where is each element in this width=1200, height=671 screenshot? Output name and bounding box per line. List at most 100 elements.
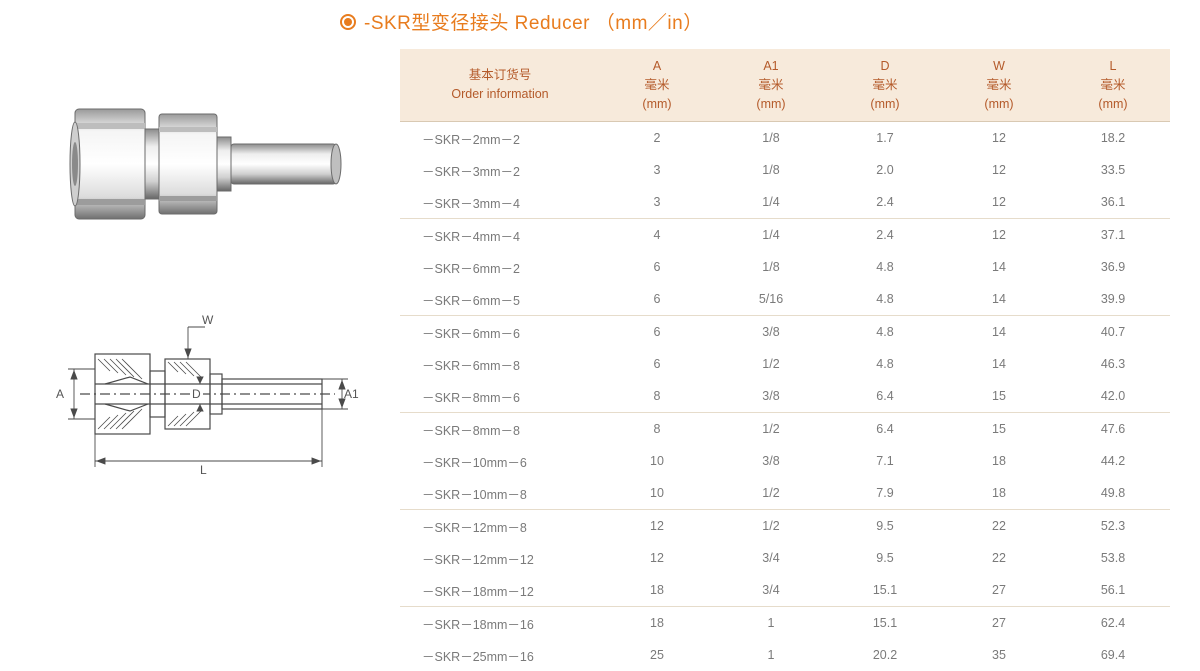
col-header-A1: A1毫米(mm) <box>714 49 828 122</box>
cell-value: 18 <box>600 574 714 607</box>
cell-value: 2.4 <box>828 219 942 252</box>
table-row: －SKR－8mm－683/86.41542.0 <box>400 380 1170 413</box>
table-row: －SKR－6mm－565/164.81439.9 <box>400 283 1170 316</box>
cell-value: 5/16 <box>714 283 828 316</box>
cell-value: 3/4 <box>714 574 828 607</box>
cell-value: 14 <box>942 251 1056 283</box>
table-row: －SKR－6mm－861/24.81446.3 <box>400 348 1170 380</box>
cell-value: 27 <box>942 607 1056 640</box>
spec-table-wrap: 基本订货号Order informationA毫米(mm)A1毫米(mm)D毫米… <box>400 49 1170 671</box>
cell-value: 12 <box>600 542 714 574</box>
table-row: －SKR－18mm－12183/415.12756.1 <box>400 574 1170 607</box>
cell-value: 6 <box>600 283 714 316</box>
cell-value: 6 <box>600 251 714 283</box>
cell-value: 9.5 <box>828 542 942 574</box>
cell-value: 12 <box>942 154 1056 186</box>
cell-order: －SKR－8mm－8 <box>400 413 600 446</box>
content-row: W A D A1 L 基本订货号Order informationA毫米(mm)… <box>0 49 1200 671</box>
cell-value: 53.8 <box>1056 542 1170 574</box>
cell-value: 2.4 <box>828 186 942 219</box>
cell-value: 4.8 <box>828 283 942 316</box>
cell-order: －SKR－25mm－16 <box>400 639 600 671</box>
cell-value: 35 <box>942 639 1056 671</box>
cell-value: 20.2 <box>828 639 942 671</box>
table-row: －SKR－12mm－12123/49.52253.8 <box>400 542 1170 574</box>
cell-order: －SKR－10mm－8 <box>400 477 600 510</box>
cell-value: 10 <box>600 445 714 477</box>
spec-table-head: 基本订货号Order informationA毫米(mm)A1毫米(mm)D毫米… <box>400 49 1170 122</box>
cell-value: 42.0 <box>1056 380 1170 413</box>
cell-value: 4.8 <box>828 348 942 380</box>
cell-value: 8 <box>600 380 714 413</box>
dim-label-a1: A1 <box>344 387 359 401</box>
cell-value: 22 <box>942 510 1056 543</box>
cell-value: 6 <box>600 316 714 349</box>
cell-order: －SKR－2mm－2 <box>400 122 600 155</box>
cell-order: －SKR－18mm－12 <box>400 574 600 607</box>
cell-value: 1 <box>714 607 828 640</box>
cell-value: 4 <box>600 219 714 252</box>
cell-order: －SKR－6mm－5 <box>400 283 600 316</box>
cell-value: 3/4 <box>714 542 828 574</box>
cell-value: 6.4 <box>828 413 942 446</box>
technical-drawing: W A D A1 L <box>50 299 360 489</box>
table-row: －SKR－6mm－261/84.81436.9 <box>400 251 1170 283</box>
cell-value: 7.1 <box>828 445 942 477</box>
cell-value: 12 <box>942 219 1056 252</box>
table-row: －SKR－25mm－1625120.23569.4 <box>400 639 1170 671</box>
col-header-A: A毫米(mm) <box>600 49 714 122</box>
cell-value: 1/4 <box>714 219 828 252</box>
table-row: －SKR－10mm－8101/27.91849.8 <box>400 477 1170 510</box>
cell-value: 14 <box>942 283 1056 316</box>
cell-value: 1/2 <box>714 348 828 380</box>
cell-order: －SKR－3mm－4 <box>400 186 600 219</box>
cell-value: 18 <box>600 607 714 640</box>
cell-value: 46.3 <box>1056 348 1170 380</box>
table-row: －SKR－12mm－8121/29.52252.3 <box>400 510 1170 543</box>
cell-value: 40.7 <box>1056 316 1170 349</box>
cell-value: 1.7 <box>828 122 942 155</box>
cell-value: 18 <box>942 445 1056 477</box>
cell-value: 39.9 <box>1056 283 1170 316</box>
cell-value: 14 <box>942 348 1056 380</box>
cell-value: 12 <box>600 510 714 543</box>
col-header-L: L毫米(mm) <box>1056 49 1170 122</box>
cell-value: 6.4 <box>828 380 942 413</box>
table-row: －SKR－4mm－441/42.41237.1 <box>400 219 1170 252</box>
cell-value: 1/8 <box>714 122 828 155</box>
cell-order: －SKR－10mm－6 <box>400 445 600 477</box>
cell-value: 56.1 <box>1056 574 1170 607</box>
table-row: －SKR－10mm－6103/87.11844.2 <box>400 445 1170 477</box>
cell-value: 49.8 <box>1056 477 1170 510</box>
cell-order: －SKR－6mm－6 <box>400 316 600 349</box>
cell-value: 3/8 <box>714 380 828 413</box>
cell-value: 3 <box>600 186 714 219</box>
cell-value: 14 <box>942 316 1056 349</box>
cell-value: 1/8 <box>714 251 828 283</box>
cell-value: 12 <box>942 122 1056 155</box>
cell-value: 47.6 <box>1056 413 1170 446</box>
table-row: －SKR－8mm－881/26.41547.6 <box>400 413 1170 446</box>
cell-value: 2 <box>600 122 714 155</box>
cell-value: 36.1 <box>1056 186 1170 219</box>
cell-value: 18 <box>942 477 1056 510</box>
title-bullet-icon <box>340 14 356 30</box>
cell-order: －SKR－12mm－8 <box>400 510 600 543</box>
product-photo <box>60 89 350 239</box>
cell-value: 1/2 <box>714 510 828 543</box>
cell-value: 1/4 <box>714 186 828 219</box>
cell-value: 44.2 <box>1056 445 1170 477</box>
cell-value: 8 <box>600 413 714 446</box>
cell-value: 4.8 <box>828 251 942 283</box>
cell-value: 33.5 <box>1056 154 1170 186</box>
col-header-order: 基本订货号Order information <box>400 49 600 122</box>
cell-value: 6 <box>600 348 714 380</box>
cell-value: 12 <box>942 186 1056 219</box>
dim-label-l: L <box>200 463 207 477</box>
cell-value: 27 <box>942 574 1056 607</box>
table-row: －SKR－6mm－663/84.81440.7 <box>400 316 1170 349</box>
table-row: －SKR－3mm－231/82.01233.5 <box>400 154 1170 186</box>
cell-value: 3 <box>600 154 714 186</box>
cell-value: 15 <box>942 413 1056 446</box>
cell-value: 1/2 <box>714 477 828 510</box>
